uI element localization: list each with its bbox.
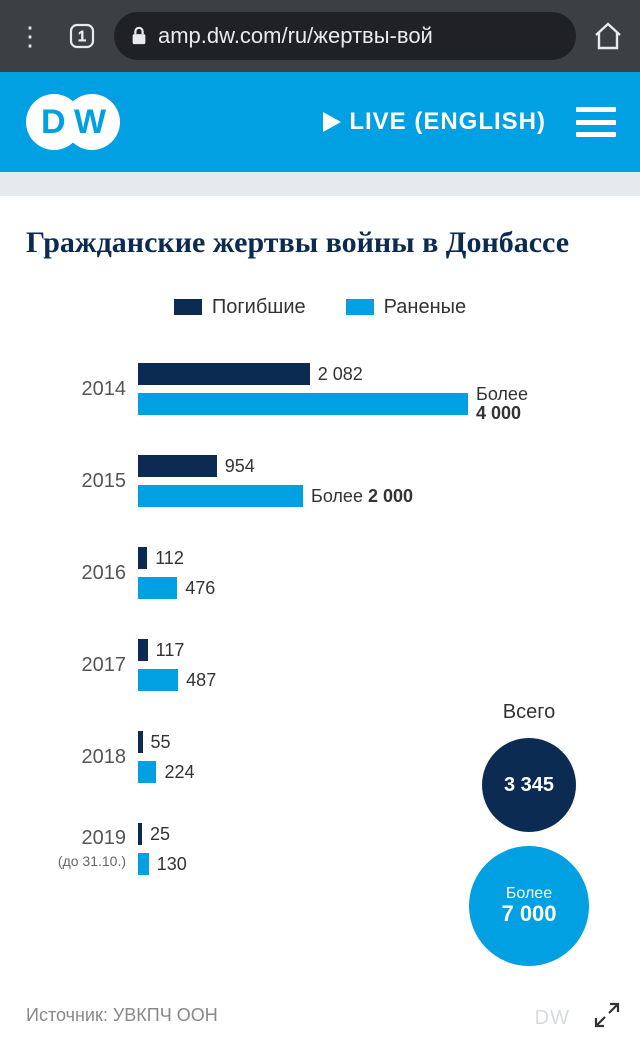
year-label: 2017: [26, 654, 138, 676]
live-label: LIVE (ENGLISH): [349, 108, 546, 136]
bar-deaths: [138, 363, 310, 385]
chart-title: Гражданские жертвы войны в Донбассе: [26, 224, 614, 262]
watermark: DW: [535, 1007, 570, 1030]
bar-wrap-wounded: 487: [138, 668, 614, 692]
year-label: 2014: [26, 378, 138, 400]
year-label: 2019(до 31.10.): [26, 827, 138, 871]
bar-label-deaths: 2 082: [318, 365, 363, 383]
legend-item-deaths: Погибшие: [174, 296, 306, 319]
totals-title: Всего: [503, 701, 555, 724]
swatch-wounded: [346, 299, 374, 315]
bar-deaths: [138, 455, 217, 477]
bar-label-wounded: Более 2 000: [311, 487, 413, 505]
home-button[interactable]: [586, 14, 630, 58]
chart-row: 2017117487: [26, 619, 614, 711]
bar-group: 55 224: [138, 730, 614, 784]
tab-count-button[interactable]: 1: [60, 14, 104, 58]
bar-label-deaths: 117: [156, 641, 185, 659]
bar-group: 25 130: [138, 822, 614, 876]
totals-wounded-value: 7 000: [501, 902, 556, 926]
bar-wrap-deaths: 2 082: [138, 362, 614, 386]
site-header: D W LIVE (ENGLISH): [0, 72, 640, 172]
chart-row: 2015 954 Более 2 000: [26, 435, 614, 527]
bar-wrap-deaths: 25: [138, 822, 614, 846]
bar-label-deaths: 112: [155, 549, 184, 567]
bar-group: 117487: [138, 638, 614, 692]
bar-label-wounded: 224: [164, 763, 194, 781]
bar-wrap-deaths: 117: [138, 638, 614, 662]
bar-label-wounded: 130: [157, 855, 187, 873]
swatch-deaths: [174, 299, 202, 315]
live-button[interactable]: LIVE (ENGLISH): [323, 108, 546, 136]
play-icon: [323, 112, 341, 132]
year-label: 2015: [26, 470, 138, 492]
browser-menu-icon[interactable]: ⋮: [10, 16, 50, 56]
totals-wounded-prefix: Более: [506, 885, 552, 903]
url-bar[interactable]: amp.dw.com/ru/жертвы-вой: [114, 12, 576, 60]
bar-wounded: [138, 577, 177, 599]
bar-label-deaths: 55: [151, 733, 171, 751]
bar-wounded: [138, 669, 178, 691]
bar-wounded: [138, 485, 303, 507]
bar-wrap-deaths: 954: [138, 454, 614, 478]
legend-label-deaths: Погибшие: [212, 296, 306, 319]
bar-deaths: [138, 547, 147, 569]
expand-icon: [592, 1000, 622, 1030]
expand-button[interactable]: [580, 988, 634, 1042]
tab-count: 1: [78, 28, 86, 45]
svg-text:W: W: [74, 103, 107, 141]
bar-deaths: [138, 731, 143, 753]
lock-icon: [130, 26, 148, 46]
bar-wrap-wounded: 224: [138, 760, 614, 784]
bar-wounded: [138, 393, 468, 415]
bar-wrap-wounded: 476: [138, 576, 614, 600]
bar-deaths: [138, 639, 148, 661]
legend: Погибшие Раненые: [26, 296, 614, 319]
bar-label-wounded: 487: [186, 671, 216, 689]
bar-label-deaths: 954: [225, 457, 255, 475]
url-text: amp.dw.com/ru/жертвы-вой: [158, 23, 433, 49]
bar-group: 112476: [138, 546, 614, 600]
bar-wrap-deaths: 55: [138, 730, 614, 754]
home-icon: [592, 21, 624, 51]
bar-wounded: [138, 761, 156, 783]
year-label: 2016: [26, 562, 138, 584]
svg-text:D: D: [41, 103, 66, 141]
bar-label-wounded: Более4 000: [476, 385, 528, 423]
bar-deaths: [138, 823, 142, 845]
bar-label-deaths: 25: [150, 825, 170, 843]
bar-chart: Всего 3 345 Более 7 000 20142 082Более4 …: [26, 343, 614, 895]
bar-wrap-deaths: 112: [138, 546, 614, 570]
browser-chrome: ⋮ 1 amp.dw.com/ru/жертвы-вой: [0, 0, 640, 72]
chart-row: 2014 2 082 Более4 000: [26, 343, 614, 435]
bar-group: 2 082 Более4 000: [138, 362, 614, 416]
year-label: 2018: [26, 746, 138, 768]
legend-item-wounded: Раненые: [346, 296, 467, 319]
dw-logo[interactable]: D W: [24, 92, 134, 152]
bar-group: 954 Более 2 000: [138, 454, 614, 508]
hamburger-icon[interactable]: [576, 107, 616, 137]
header-right: LIVE (ENGLISH): [323, 107, 616, 137]
page-gap: [0, 172, 640, 196]
chart-row: 2016112476: [26, 527, 614, 619]
bar-wounded: [138, 853, 149, 875]
source-text: Источник: УВКПЧ ООН: [26, 1005, 218, 1026]
bar-label-wounded: 476: [185, 579, 215, 597]
bar-wrap-wounded: Более 2 000: [138, 484, 614, 508]
legend-label-wounded: Раненые: [384, 296, 467, 319]
content-card: Гражданские жертвы войны в Донбассе Поги…: [0, 196, 640, 1048]
bar-wrap-wounded: Более4 000: [138, 392, 614, 416]
bar-wrap-wounded: 130: [138, 852, 614, 876]
